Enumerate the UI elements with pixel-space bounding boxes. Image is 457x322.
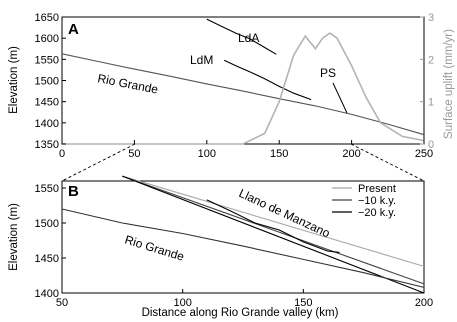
- legend-label-present: Present: [358, 183, 396, 195]
- panel-b-letter: B: [68, 183, 79, 200]
- panel-b-curves: [61, 175, 425, 294]
- panel-a-y2-axis-title: Surface uplift (mm/yr): [443, 29, 455, 139]
- panel-a-curves: [61, 18, 425, 145]
- legend-label-20-k-y: −20 k.y.: [358, 207, 396, 219]
- ps-label: PS: [320, 66, 336, 80]
- x-tick-label: 150: [270, 148, 288, 160]
- y-tick-label: 1400: [35, 118, 59, 130]
- series-lda-line-0: [206, 18, 277, 55]
- series-rio-grande-line-1: [61, 208, 425, 288]
- panel-a: 0 50 100 150 200 250 1350 1400 1450 1500 1550 1600…: [8, 12, 455, 160]
- y-tick-label: 1400: [35, 288, 59, 300]
- series-llano-de-manzano-line-1: [206, 199, 340, 253]
- x-tick-label: 200: [415, 297, 433, 309]
- panel-a-y2-ticks: 0 1 2 3: [420, 12, 434, 151]
- x-tick-label: 150: [294, 297, 312, 309]
- panel-a-y-axis-title: Elevation (m): [8, 46, 20, 114]
- series-present-line-1: [122, 175, 425, 267]
- rio-grande-label-b: Rio Grande: [123, 232, 186, 263]
- legend-label-10-k-y: −10 k.y.: [358, 195, 396, 207]
- y2-tick-label: 2: [428, 54, 434, 66]
- panel-b-x-ticks: 50 100 150 200: [56, 289, 433, 309]
- series-ldm-line-0: [223, 59, 312, 101]
- y-tick-label: 1500: [35, 218, 59, 230]
- x-tick-label: 250: [415, 148, 433, 160]
- x-tick-label: 100: [173, 297, 191, 309]
- lda-label: LdA: [238, 31, 259, 45]
- y-tick-label: 1450: [35, 253, 59, 265]
- panel-a-letter: A: [68, 21, 79, 38]
- x-tick-label: 200: [342, 148, 360, 160]
- y2-tick-label: 0: [428, 139, 434, 151]
- y2-tick-label: 1: [428, 97, 434, 109]
- x-tick-label: 100: [198, 148, 216, 160]
- series-rio-grande-line-0: [61, 53, 425, 136]
- series-ps-line-0: [62, 32, 425, 145]
- ldm-label: LdM: [190, 53, 213, 67]
- panel-b-y-axis-title: Elevation (m): [8, 203, 20, 271]
- panel-b-frame: [61, 180, 425, 294]
- panel-b-legend: Present−10 k.y.−20 k.y.: [332, 183, 396, 219]
- rio-grande-label-a: Rio Grande: [96, 71, 159, 97]
- y-tick-label: 1600: [35, 33, 59, 45]
- panel-b-y-ticks: 1400 1450 1500 1550: [35, 183, 66, 300]
- ps-pointer: [332, 82, 348, 114]
- panel-b-x-axis-title: Distance along Rio Grande valley (km): [142, 307, 339, 319]
- x-tick-label: 0: [59, 148, 65, 160]
- x-tick-label: 50: [128, 148, 140, 160]
- series-10-k-y-line-1: [122, 175, 425, 285]
- y2-tick-label: 3: [428, 12, 434, 24]
- zoom-connector-right: [350, 143, 425, 182]
- panel-a-x-ticks: 0 50 100 150 200 250: [59, 140, 433, 160]
- panel-b: 50 100 150 200 1400 1450 1500 1550 B Elevation…: [8, 175, 433, 319]
- y-tick-label: 1500: [35, 76, 59, 88]
- panel-a-y-ticks: 1350 1400 1450 1500 1550 1600 1650: [35, 12, 66, 151]
- y-tick-label: 1550: [35, 183, 59, 195]
- zoom-connector-left: [61, 143, 136, 182]
- x-tick-label: 50: [56, 297, 68, 309]
- y-tick-label: 1550: [35, 54, 59, 66]
- series-20-k-y-line-1: [122, 175, 425, 294]
- y-tick-label: 1450: [35, 97, 59, 109]
- y-tick-label: 1650: [35, 12, 59, 24]
- y-tick-label: 1350: [35, 139, 59, 151]
